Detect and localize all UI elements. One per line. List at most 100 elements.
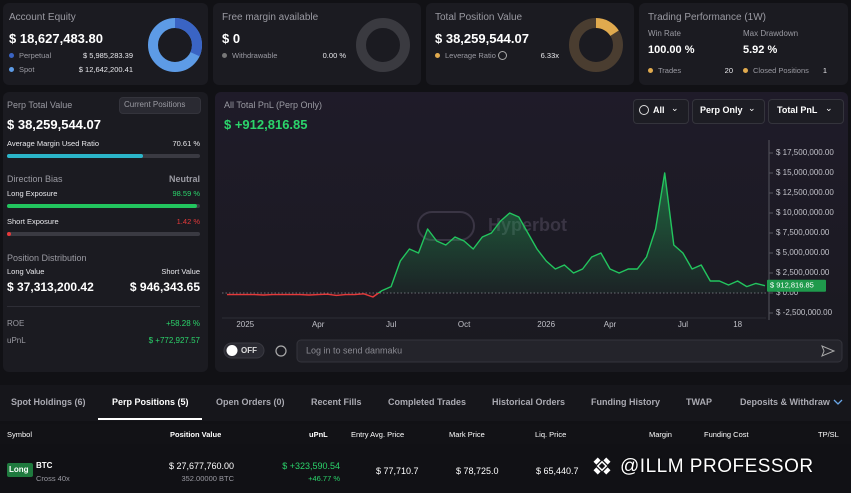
divider xyxy=(7,306,200,307)
upnl: $ +323,590.54 xyxy=(282,461,340,471)
legend-label: Withdrawable xyxy=(232,51,278,60)
stat-value: 20 xyxy=(724,66,733,75)
tab[interactable]: TWAP xyxy=(686,397,712,407)
liq-price: $ 65,440.7 xyxy=(536,466,579,476)
danmaku-input[interactable] xyxy=(296,339,843,363)
panel-value: $ 38,259,544.07 xyxy=(7,117,101,132)
watermark: @ILLM PROFESSOR xyxy=(620,456,814,477)
legend-value: $ 12,642,200.41 xyxy=(78,65,133,74)
x-tick-label: Apr xyxy=(312,320,325,329)
margin-donut xyxy=(356,18,410,72)
section-title: Position Distribution xyxy=(7,253,87,263)
metric-label: Long Value xyxy=(7,267,45,276)
card-title: Trading Performance (1W) xyxy=(648,12,766,23)
button-label: Current Positions xyxy=(124,100,186,109)
dropdown-label: All xyxy=(653,105,665,115)
metric-value: 98.59 % xyxy=(172,189,200,198)
legend-value: 0.00 % xyxy=(322,51,346,60)
tab[interactable]: Historical Orders xyxy=(492,397,566,407)
current-positions-button[interactable] xyxy=(119,97,201,114)
legend-label: Spot xyxy=(19,65,35,74)
active-tab-underline xyxy=(98,418,202,420)
y-tick-label: $ 7,500,000.00 xyxy=(776,228,830,237)
chevron: ⌄ xyxy=(671,103,679,113)
position-size: 352.00000 BTC xyxy=(181,474,234,483)
tab[interactable]: Completed Trades xyxy=(388,397,467,407)
danmaku-icon[interactable] xyxy=(275,345,287,357)
chevron: ⌄ xyxy=(825,103,833,113)
margin-bar-fill xyxy=(7,154,143,158)
send-icon[interactable] xyxy=(821,345,836,357)
table-header xyxy=(0,424,851,444)
entry-price: $ 77,710.7 xyxy=(376,466,419,476)
scope-dropdown[interactable] xyxy=(692,99,765,124)
stat-value: 1 xyxy=(822,66,827,75)
x-tick-label: 2025 xyxy=(236,320,254,329)
upnl-percent: +46.77 % xyxy=(308,474,340,483)
tab[interactable]: Funding History xyxy=(591,397,660,407)
toggle-knob xyxy=(226,345,238,356)
long-bar-fill xyxy=(7,204,197,208)
card-value: $ 18,627,483.80 xyxy=(9,31,103,46)
stat-value: 5.92 % xyxy=(743,44,778,56)
chart-subtitle: $ +912,816.85 xyxy=(224,117,308,132)
x-tick-label: Jul xyxy=(386,320,396,329)
column-header[interactable]: Mark Price xyxy=(449,430,485,439)
legend-dot xyxy=(743,68,748,73)
y-tick-label: $ 10,000,000.00 xyxy=(776,208,834,217)
equity-donut-segment xyxy=(148,18,202,72)
column-header[interactable]: Entry Avg. Price xyxy=(351,430,405,439)
card-value: $ 0 xyxy=(222,31,241,46)
y-tick-label: $ 17,500,000.00 xyxy=(776,148,834,157)
chevron: ⌄ xyxy=(748,103,756,113)
tab[interactable]: Recent Fills xyxy=(311,397,362,407)
metric-label: Short Value xyxy=(161,267,200,276)
legend-label: Perpetual xyxy=(19,51,52,60)
x-tick-label: 18 xyxy=(733,320,742,329)
short-amount: $ 946,343.65 xyxy=(129,280,200,294)
watermark-logo xyxy=(593,457,611,475)
long-amount: $ 37,313,200.42 xyxy=(7,280,94,294)
legend-dot xyxy=(9,67,14,72)
metric-value: 1.42 % xyxy=(176,217,200,226)
stat-label: Win Rate xyxy=(648,29,681,38)
x-tick-label: Apr xyxy=(604,320,617,329)
column-header[interactable]: uPnL xyxy=(309,430,328,439)
bias-value: Neutral xyxy=(168,174,200,184)
short-bar-track xyxy=(7,232,200,236)
tab[interactable]: Deposits & Withdraw xyxy=(740,397,830,407)
column-header[interactable]: Funding Cost xyxy=(704,430,749,439)
pnl-line xyxy=(227,172,766,298)
legend-dot xyxy=(9,53,14,58)
column-header[interactable]: Position Value xyxy=(170,430,222,439)
chart-watermark-logo xyxy=(417,211,475,241)
x-tick-label: 2026 xyxy=(537,320,555,329)
tab[interactable]: Spot Holdings (6) xyxy=(11,397,86,407)
metric-label: ROE xyxy=(7,319,25,328)
metric-dropdown[interactable] xyxy=(768,99,844,124)
legend-dot xyxy=(222,53,227,58)
stat-value: 100.00 % xyxy=(648,44,695,56)
danmaku-placeholder: Log in to send danmaku xyxy=(306,345,402,355)
tabs-more[interactable] xyxy=(833,399,843,405)
metric-label: Average Margin Used Ratio xyxy=(7,139,99,148)
chart-title: All Total PnL (Perp Only) xyxy=(224,100,323,110)
tab[interactable]: Perp Positions (5) xyxy=(112,397,189,407)
card-title: Total Position Value xyxy=(435,12,523,23)
info-icon[interactable] xyxy=(498,51,507,60)
dropdown-label: Total PnL xyxy=(777,105,818,115)
chart-panel xyxy=(215,92,848,372)
tab[interactable]: Open Orders (0) xyxy=(216,397,285,407)
metric-value: 70.61 % xyxy=(172,139,200,148)
card-value: $ 38,259,544.07 xyxy=(435,31,529,46)
card-title: Free margin available xyxy=(222,12,319,23)
side-badge xyxy=(7,463,33,477)
toggle-label: OFF xyxy=(241,346,257,355)
y-tick-label: $ -2,500,000.00 xyxy=(776,308,833,317)
x-tick-label: Oct xyxy=(458,320,471,329)
column-header[interactable]: Liq. Price xyxy=(535,430,567,439)
dropdown-label: Perp Only xyxy=(700,105,743,115)
column-header[interactable]: Margin xyxy=(649,430,672,439)
metric-label: Short Exposure xyxy=(7,217,59,226)
